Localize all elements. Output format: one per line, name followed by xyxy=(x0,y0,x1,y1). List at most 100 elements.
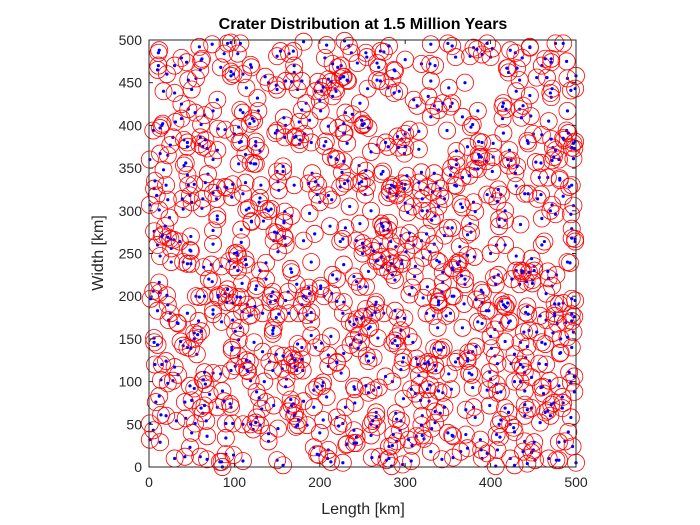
crater-rim xyxy=(438,34,457,53)
crater-center xyxy=(342,159,346,163)
crater-rim xyxy=(433,94,452,113)
crater-center xyxy=(449,387,453,391)
crater-center xyxy=(448,311,453,315)
crater-rim xyxy=(204,150,222,169)
crater-rim xyxy=(160,208,179,227)
crater-center xyxy=(203,382,207,386)
crater-center xyxy=(307,292,312,296)
crater-center xyxy=(241,110,245,115)
crater-center xyxy=(417,129,421,133)
crater-rim xyxy=(464,193,483,212)
crater-center xyxy=(549,57,553,61)
crater-center xyxy=(372,249,376,253)
crater-center xyxy=(179,102,184,106)
crater-rim xyxy=(543,79,562,98)
crater-rim xyxy=(140,195,159,214)
crater-rim xyxy=(292,295,311,314)
crater-rim xyxy=(547,451,566,470)
crater-center xyxy=(469,125,473,129)
crater-center xyxy=(411,340,415,344)
crater-center xyxy=(211,191,215,195)
crater-rim xyxy=(478,444,497,463)
crater-rim xyxy=(247,408,266,427)
crater-rim xyxy=(519,305,538,324)
crater-center xyxy=(365,55,369,59)
crater-center xyxy=(465,253,470,257)
crater-center xyxy=(567,185,571,189)
crater-center xyxy=(274,83,278,87)
crater-rim xyxy=(269,419,287,438)
crater-rim xyxy=(359,319,378,338)
crater-center xyxy=(503,339,507,344)
crater-center xyxy=(492,275,496,280)
crater-center xyxy=(277,188,281,192)
crater-center xyxy=(235,251,239,255)
crater-rim xyxy=(193,137,212,156)
crater-rim xyxy=(190,288,209,306)
crater-rim xyxy=(174,336,193,355)
crater-center xyxy=(559,350,563,355)
crater-rim xyxy=(374,217,392,236)
crater-center xyxy=(340,170,344,174)
crater-rim xyxy=(209,286,228,305)
crater-center xyxy=(165,72,169,76)
crater-rim xyxy=(174,253,193,271)
crater-rim xyxy=(549,150,568,169)
crater-center xyxy=(401,397,406,401)
crater-rim xyxy=(280,44,298,63)
crater-center xyxy=(494,432,499,437)
crater-rim xyxy=(391,360,410,379)
crater-rim xyxy=(263,282,282,301)
crater-center xyxy=(179,116,184,121)
crater-rim xyxy=(400,120,419,139)
crater-center xyxy=(232,265,236,269)
crater-rim xyxy=(542,53,561,72)
crater-center xyxy=(460,115,465,119)
crater-center xyxy=(263,75,267,79)
crater-center xyxy=(572,390,576,394)
crater-center xyxy=(528,93,532,98)
crater-center xyxy=(417,147,421,151)
crater-rim xyxy=(511,215,530,234)
crater-center xyxy=(230,345,234,350)
crater-rim xyxy=(359,262,378,281)
crater-rim xyxy=(545,306,564,325)
crater-center xyxy=(561,194,565,198)
crater-center xyxy=(300,357,304,361)
crater-center xyxy=(203,181,207,185)
crater-rim xyxy=(526,451,544,470)
crater-rim xyxy=(251,142,269,160)
crater-rim xyxy=(331,232,350,251)
crater-center xyxy=(219,320,224,324)
crater-rim xyxy=(179,71,198,90)
crater-rim xyxy=(222,188,241,207)
crater-rim xyxy=(302,253,321,271)
crater-rim xyxy=(435,398,454,417)
crater-center xyxy=(329,155,333,159)
crater-center xyxy=(366,269,371,274)
crater-center xyxy=(428,383,432,387)
crater-rim xyxy=(565,367,584,386)
crater-rim xyxy=(257,270,275,289)
crater-rim xyxy=(537,311,556,330)
crater-center xyxy=(454,149,459,153)
crater-rim xyxy=(239,199,258,218)
crater-center xyxy=(192,331,196,335)
crater-rim xyxy=(560,363,579,382)
crater-rim xyxy=(406,257,425,276)
crater-center xyxy=(464,432,468,437)
crater-rim xyxy=(442,159,461,178)
crater-rim xyxy=(317,36,336,55)
crater-center xyxy=(543,57,547,61)
crater-center xyxy=(439,348,443,352)
crater-rim xyxy=(380,179,399,198)
crater-center xyxy=(173,456,177,461)
crater-rim xyxy=(447,142,466,160)
crater-center xyxy=(413,264,418,268)
crater-center xyxy=(521,365,525,369)
crater-center xyxy=(526,192,530,196)
crater-center xyxy=(161,168,166,172)
crater-rim xyxy=(335,31,354,50)
crater-center xyxy=(540,133,544,137)
crater-rim xyxy=(485,347,504,365)
